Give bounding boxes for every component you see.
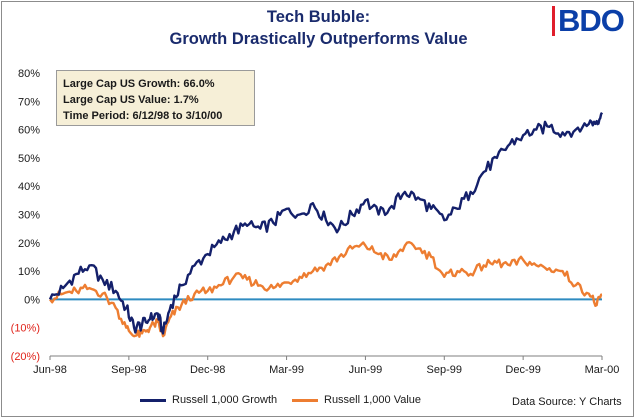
series-layer [48,112,604,338]
y-tick-label: (10%) [11,323,40,335]
legend-swatch-growth [140,399,166,402]
data-source: Data Source: Y Charts [512,396,622,408]
x-tick-label: Mar-00 [585,364,620,376]
y-tick-label: 10% [18,266,40,278]
chart-title-line2: Growth Drastically Outperforms Value [169,30,468,48]
y-tick-label: 60% [18,125,40,137]
y-tick-label: 30% [18,210,40,222]
y-tick-label: 70% [18,96,40,108]
info-value-return: Large Cap US Value: 1.7% [63,94,199,106]
series-value-line [49,241,603,338]
x-tick-label: Dec-98 [190,364,225,376]
logo-text: BDO [558,3,625,38]
y-tick-label: 0% [24,294,40,306]
x-tick-label: Sep-98 [111,364,146,376]
info-growth-return: Large Cap US Growth: 66.0% [63,78,215,90]
chart-title: Tech Bubble: Growth Drastically Outperfo… [0,6,637,50]
info-time-period: Time Period: 6/12/98 to 3/10/00 [63,110,223,122]
x-tick-label: Jun-98 [33,364,67,376]
x-axis: Jun-98 Sep-98 Dec-98 Mar-99 Jun-99 Sep-99 Dec-… [33,355,620,376]
x-tick-label: Jun-99 [349,364,383,376]
y-tick-label: 20% [18,238,40,250]
y-tick-label: 40% [18,181,40,193]
x-tick-label: Sep-99 [427,364,462,376]
y-axis: 80% 70% 60% 50% 40% 30% 20% 10% 0% (10%) (20%) [11,68,41,363]
y-tick-label: 50% [18,153,40,165]
legend-swatch-value [292,399,318,402]
series-growth-line [48,112,604,335]
legend-label-value: Russell 1,000 Value [324,394,422,406]
bdo-logo: BDO [552,3,626,40]
info-box: Large Cap US Growth: 66.0% Large Cap US … [56,70,255,126]
logo-bar [552,6,555,36]
y-tick-label: 80% [18,68,40,80]
y-tick-label: (20%) [11,351,40,363]
legend-label-growth: Russell 1,000 Growth [172,394,278,406]
x-tick-label: Dec-99 [505,364,540,376]
x-tick-label: Mar-99 [269,364,304,376]
chart-title-line1: Tech Bubble: [266,8,371,26]
